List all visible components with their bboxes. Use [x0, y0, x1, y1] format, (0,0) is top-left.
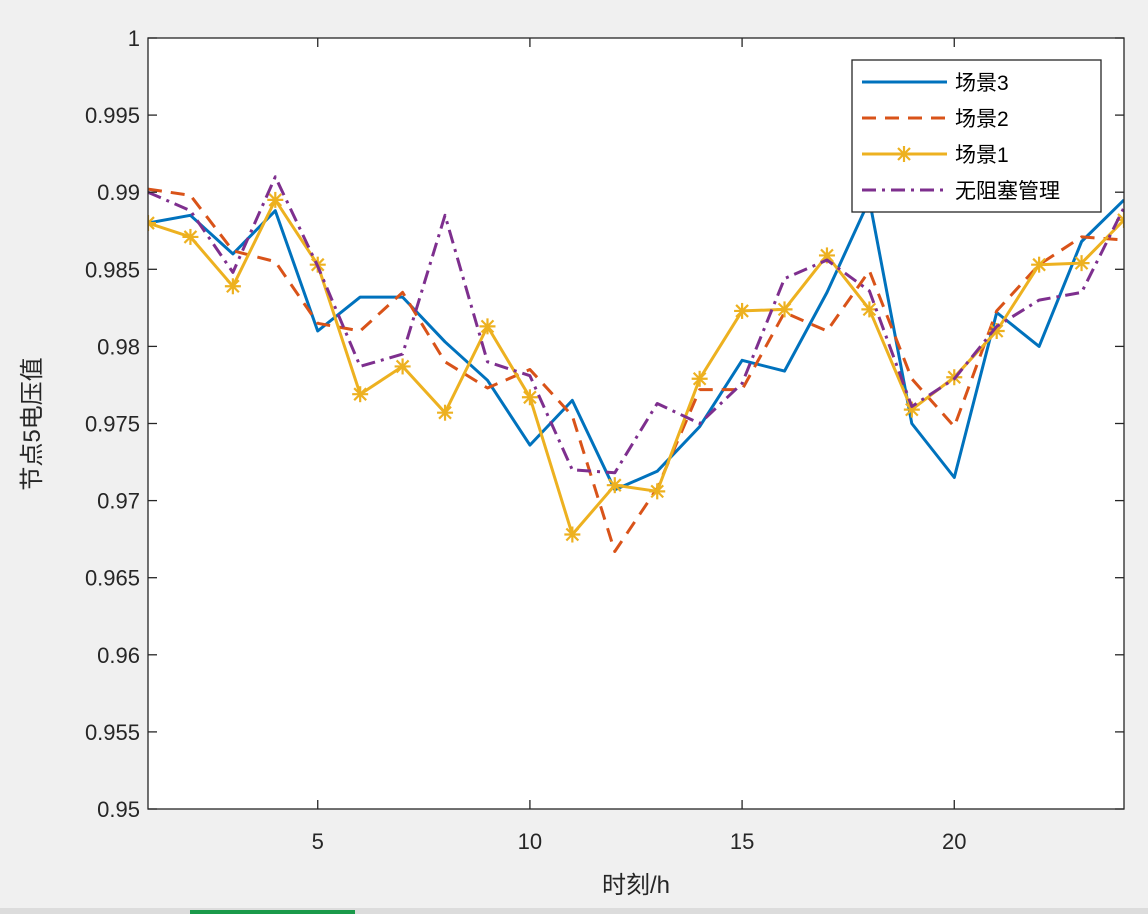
data-point-marker	[182, 228, 199, 245]
data-point-marker	[564, 526, 581, 543]
legend-box	[851, 59, 1102, 213]
data-point-marker	[267, 191, 284, 208]
legend-label: 场景3	[955, 72, 1009, 95]
data-point-marker	[776, 301, 793, 318]
x-tick-label: 10	[518, 829, 542, 854]
data-point-marker	[437, 404, 454, 421]
series-line	[148, 187, 1124, 553]
data-point-marker	[606, 477, 623, 494]
y-tick-label: 0.99	[97, 180, 140, 205]
y-axis-title: 节点5电压值	[19, 357, 46, 490]
x-axis-title: 时刻/h	[602, 872, 670, 899]
data-point-marker	[1073, 255, 1090, 272]
data-point-marker	[352, 386, 369, 403]
bottom-accent-bar	[190, 910, 355, 914]
data-point-marker	[394, 358, 411, 375]
data-point-marker	[224, 278, 241, 295]
y-tick-label: 0.955	[85, 720, 140, 745]
series-2	[148, 187, 1124, 553]
y-tick-label: 0.97	[97, 489, 140, 514]
axes-layer: 0.95 0.955 0.96 0.965 0.97 0.975 0.98 0.985 0.99…	[85, 26, 1125, 854]
bottom-strip	[0, 908, 1148, 914]
data-point-marker	[479, 318, 496, 335]
legend: 场景3 场景2 场景1 无阻塞管理	[851, 59, 1102, 213]
y-tick-label: 0.995	[85, 103, 140, 128]
legend-entry: 场景3	[862, 72, 1009, 95]
legend-label: 场景1	[955, 144, 1009, 167]
y-tick-label: 0.985	[85, 257, 140, 282]
legend-entry: 无阻塞管理	[862, 180, 1060, 203]
y-tick-label: 0.96	[97, 643, 140, 668]
data-point-marker	[521, 389, 538, 406]
y-tick-label: 1	[128, 26, 140, 51]
legend-entry: 场景1	[862, 144, 1009, 167]
y-tick-label: 0.975	[85, 412, 140, 437]
x-tick-label: 5	[312, 829, 324, 854]
series-4	[148, 175, 1124, 475]
y-tick-label: 0.98	[97, 334, 140, 359]
data-point-marker	[734, 302, 751, 319]
x-tick-label: 20	[942, 829, 966, 854]
legend-label: 场景2	[955, 108, 1009, 131]
series-line	[148, 175, 1124, 475]
data-point-marker	[649, 483, 666, 500]
x-tick-label: 15	[730, 829, 754, 854]
data-point-marker	[691, 370, 708, 387]
series-layer	[148, 175, 1124, 553]
y-tick-label: 0.95	[97, 797, 140, 822]
data-point-marker	[148, 215, 156, 232]
legend-label: 无阻塞管理	[955, 180, 1060, 203]
legend-entry: 场景2	[862, 108, 1009, 131]
legend-marker	[896, 146, 912, 162]
data-point-marker	[1031, 256, 1048, 273]
y-tick-label: 0.965	[85, 566, 140, 591]
